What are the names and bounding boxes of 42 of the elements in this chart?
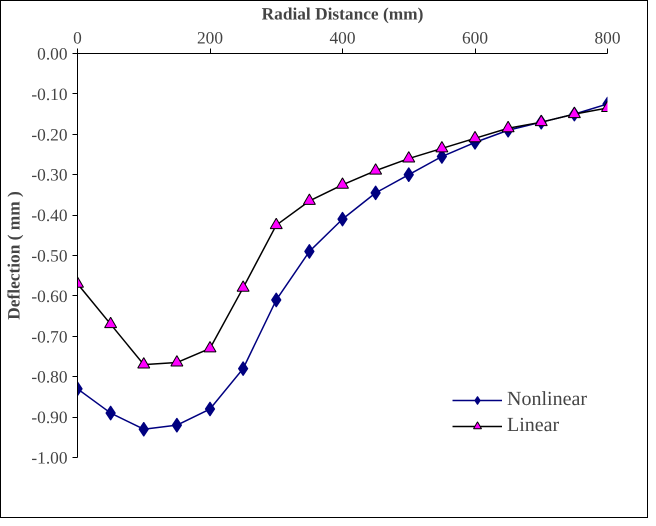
- y-tick-label: 0.00: [37, 44, 68, 64]
- point: [302, 194, 316, 205]
- point: [502, 120, 515, 132]
- y-tick-label: -1.00: [31, 448, 68, 468]
- legend-label: Nonlinear: [507, 388, 587, 411]
- x-tick-label: 200: [197, 28, 224, 48]
- y-tick-label: -0.30: [31, 166, 68, 185]
- point: [337, 212, 348, 227]
- point: [568, 106, 581, 118]
- point: [402, 151, 416, 163]
- x-tick-label: 800: [594, 28, 621, 48]
- point: [105, 406, 116, 421]
- point: [304, 244, 315, 259]
- point: [236, 280, 250, 292]
- y-axis-title: Deflection ( mm ): [4, 191, 24, 320]
- point: [369, 163, 382, 175]
- point: [435, 141, 448, 152]
- y-tick-label: -0.10: [31, 84, 68, 104]
- point: [170, 355, 184, 367]
- y-tick-label: -0.20: [31, 125, 68, 144]
- point: [137, 357, 150, 369]
- y-tick-label: -0.70: [31, 327, 68, 346]
- point: [172, 418, 182, 433]
- x-tick-label: 400: [330, 28, 356, 48]
- point: [370, 185, 381, 200]
- point: [204, 402, 216, 417]
- point: [238, 361, 248, 376]
- y-tick-label: -0.40: [31, 206, 68, 226]
- point: [534, 114, 548, 126]
- point: [204, 340, 216, 352]
- point: [104, 316, 118, 328]
- point: [270, 218, 283, 230]
- x-tick-label: 0: [73, 28, 82, 48]
- x-axis-title: Radial Distance (mm): [262, 4, 424, 24]
- point: [468, 130, 482, 142]
- y-tick-label: -0.80: [31, 368, 68, 387]
- point: [336, 177, 349, 189]
- x-tick-label: 600: [462, 28, 488, 48]
- legend-label: Linear: [507, 414, 560, 437]
- y-tick-label: -0.50: [31, 246, 68, 266]
- y-tick-label: -0.60: [31, 286, 68, 306]
- y-tick-label: -0.90: [31, 408, 68, 428]
